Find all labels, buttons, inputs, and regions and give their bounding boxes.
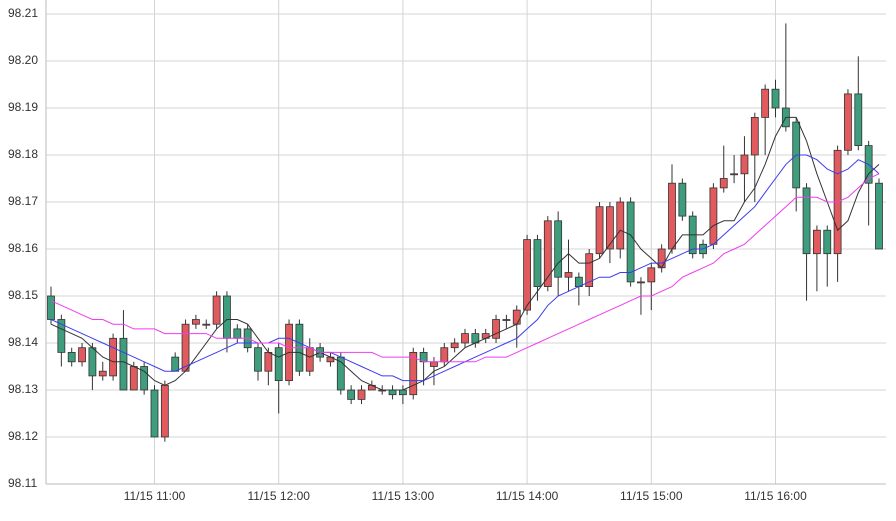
candle-body [802, 187, 811, 255]
candle-body [57, 319, 66, 353]
candle-body [875, 182, 883, 250]
candle-body [523, 239, 531, 311]
candle-body [461, 333, 469, 344]
candle-body [150, 389, 159, 438]
y-tick-label: 98.21 [8, 6, 38, 20]
candle-body [357, 389, 366, 400]
candle-body [823, 229, 832, 255]
candle-body [129, 366, 138, 391]
x-tick-label: 11/15 14:00 [496, 489, 559, 503]
candle-body [647, 267, 656, 283]
x-tick-label: 11/15 16:00 [744, 489, 807, 503]
moving-average-line [50, 173, 880, 363]
y-tick-label: 98.13 [8, 382, 38, 396]
candle-body [212, 295, 221, 325]
candle-body [440, 347, 449, 363]
candle-body [450, 342, 459, 349]
candle-body [264, 351, 273, 372]
candle-body [191, 319, 200, 325]
candle-body [750, 117, 759, 156]
candle-body [637, 281, 645, 284]
candle-body [813, 229, 821, 255]
y-tick-label: 98.11 [8, 476, 37, 490]
candle-body [202, 323, 211, 326]
candle-body [771, 88, 780, 109]
candle-body [512, 309, 521, 325]
candle-body [554, 220, 563, 278]
candle-body [388, 389, 397, 396]
candle-body [398, 389, 407, 396]
candle-body [595, 206, 604, 255]
moving-average-line [50, 116, 880, 391]
y-tick-label: 98.20 [8, 53, 38, 67]
candle-body [233, 328, 242, 339]
candle-body [678, 182, 687, 217]
y-tick-label: 98.18 [8, 147, 38, 161]
candle-body [181, 323, 190, 372]
y-tick-label: 98.12 [8, 429, 38, 443]
candle-body [533, 239, 542, 288]
x-tick-label: 11/15 15:00 [620, 489, 683, 503]
candle-body [409, 351, 418, 396]
candle-body [109, 337, 117, 377]
y-tick-label: 98.17 [8, 194, 38, 208]
candle-body [740, 154, 749, 175]
candle-body [47, 295, 55, 320]
x-tick-label: 11/15 13:00 [372, 489, 435, 503]
candle-body [564, 272, 573, 278]
x-tick-label: 11/15 12:00 [247, 489, 310, 503]
candle-body [305, 347, 314, 372]
y-tick-label: 98.16 [8, 241, 38, 255]
candle-body [844, 93, 852, 151]
y-tick-label: 98.14 [8, 335, 38, 349]
y-tick-label: 98.19 [8, 100, 38, 114]
candle-body [854, 93, 863, 147]
candle-body [543, 220, 552, 288]
candle-body [140, 366, 149, 391]
candle-body [254, 347, 262, 372]
candle-body [98, 370, 107, 377]
candle-body [616, 201, 625, 250]
x-tick-label: 11/15 11:00 [124, 489, 186, 503]
candle-body [171, 356, 180, 372]
candle-body [78, 347, 86, 363]
candle-body [730, 173, 738, 176]
candle-body [606, 206, 614, 250]
candle-body [502, 319, 511, 321]
candle-body [88, 347, 97, 377]
candle-body [223, 295, 231, 339]
candle-body [585, 253, 594, 287]
y-tick-label: 98.15 [8, 288, 38, 302]
candle-body [347, 389, 356, 400]
candle-body [274, 347, 283, 382]
candle-body [668, 182, 676, 250]
candle-body [160, 384, 169, 438]
candle-body [492, 319, 500, 339]
candle-body [626, 201, 635, 283]
candle-body [709, 187, 718, 245]
candle-body [119, 337, 128, 391]
candle-body [430, 361, 438, 367]
candle-body [761, 88, 770, 118]
candle-body [67, 351, 76, 363]
candle-body [719, 178, 728, 189]
